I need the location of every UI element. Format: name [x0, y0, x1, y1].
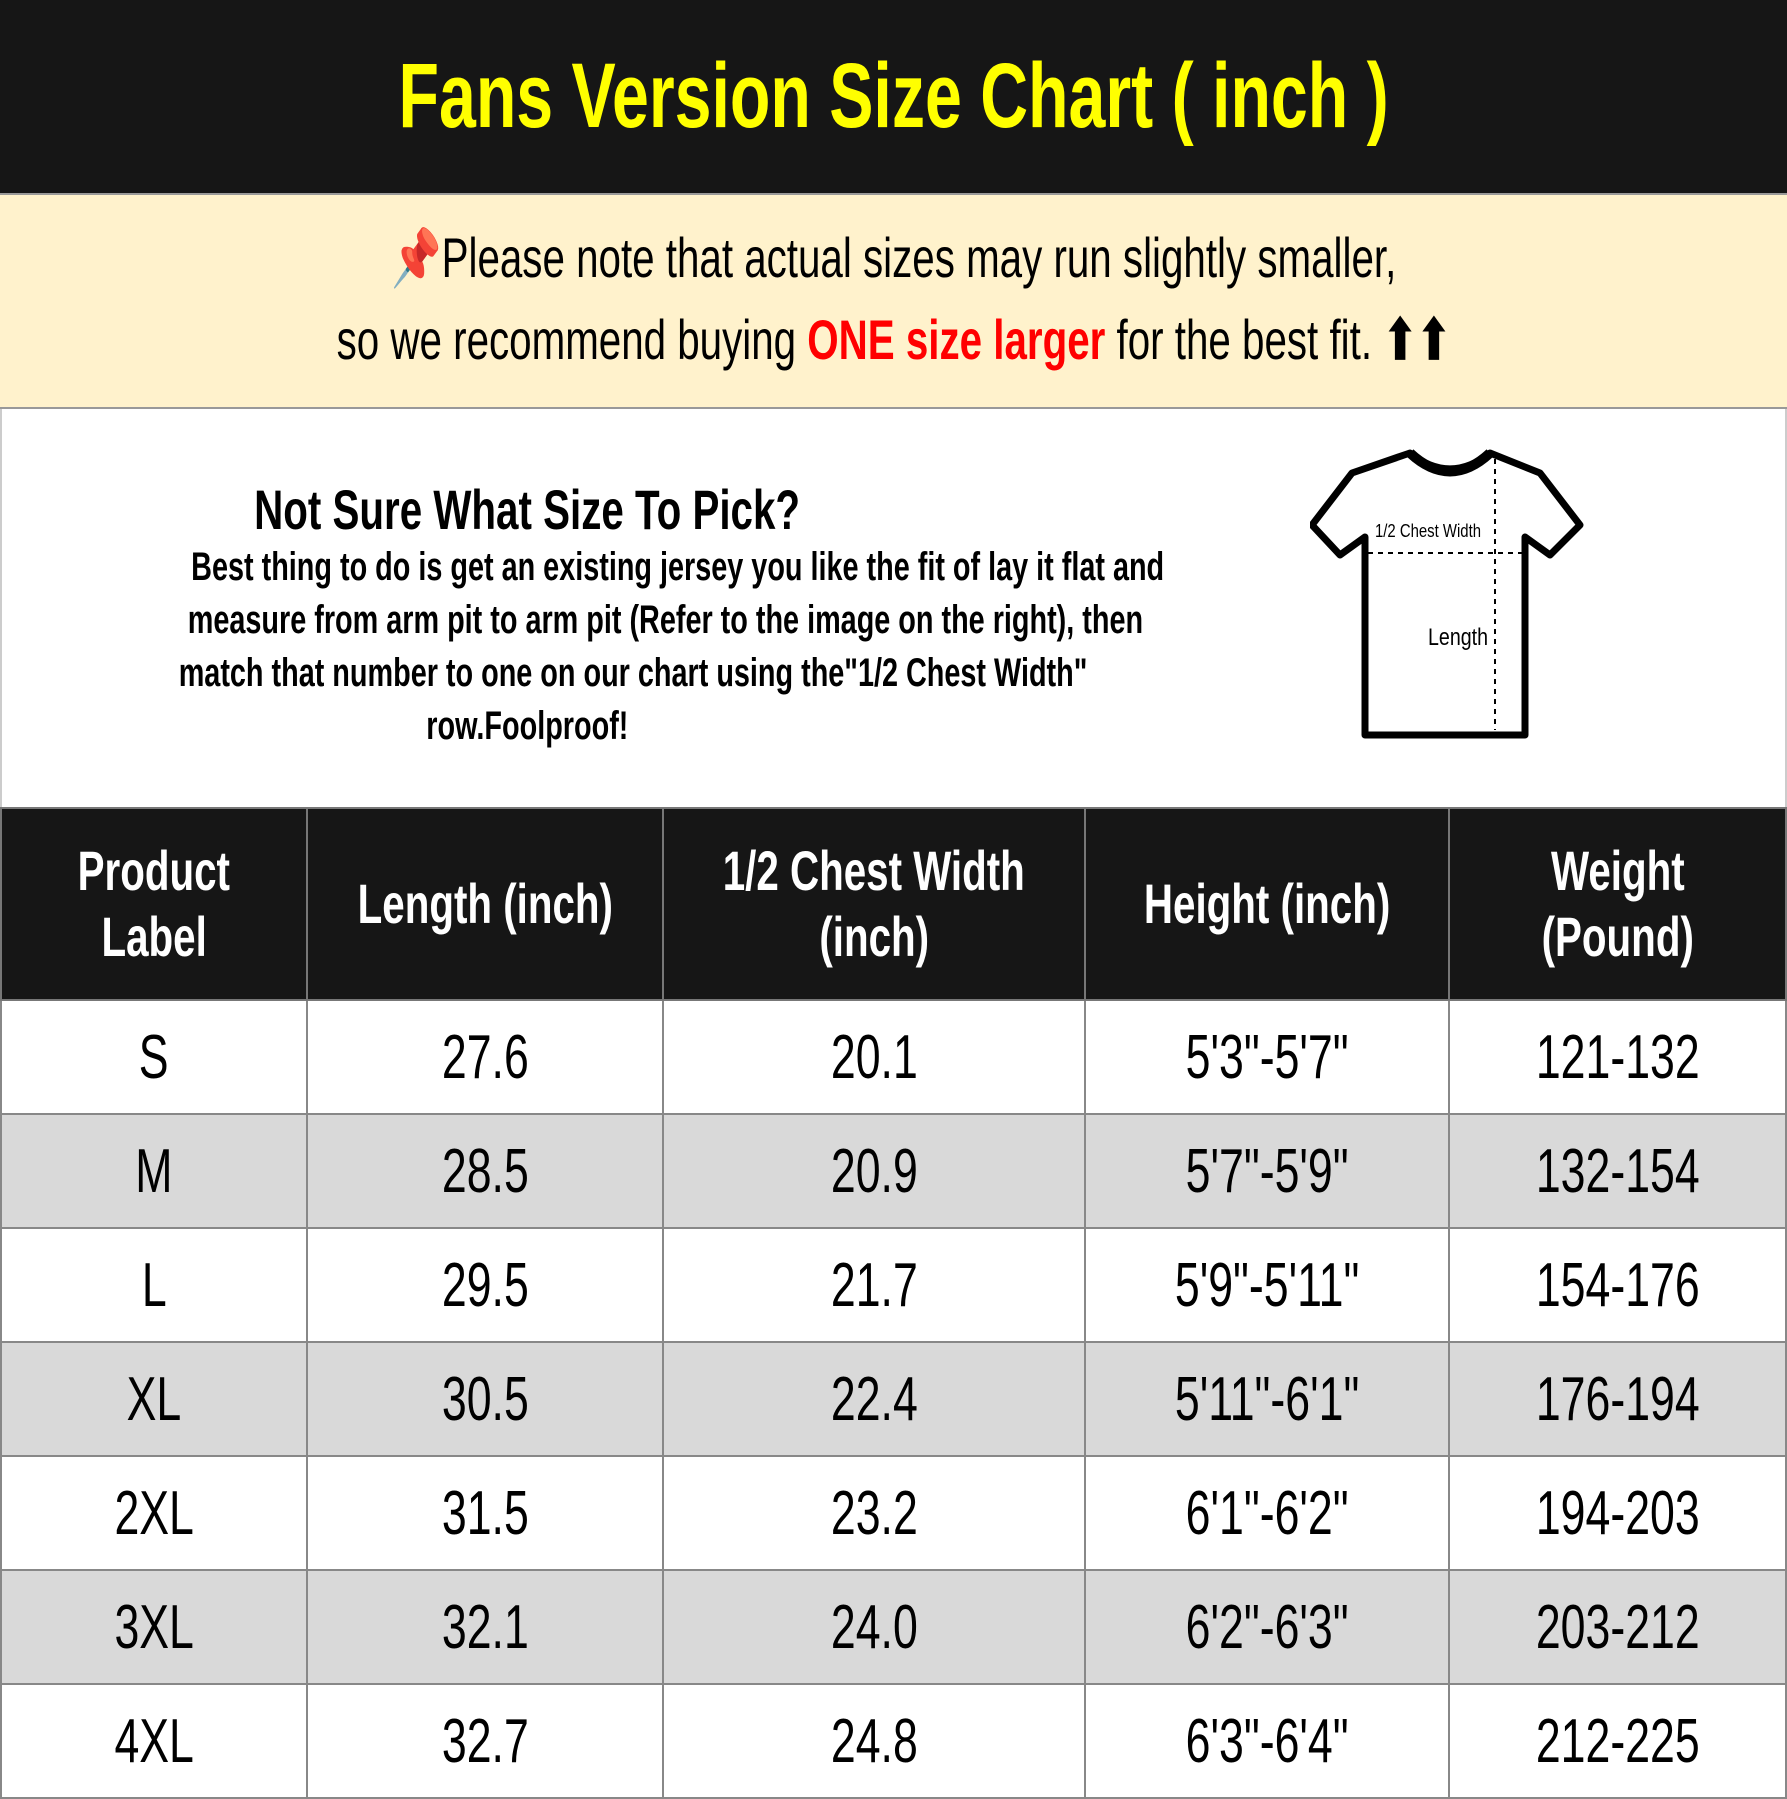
table-row: S 27.6 20.1 5'3"-5'7" 121-132: [0, 999, 1787, 1115]
tshirt-diagram: 1/2 Chest Width Length: [1310, 449, 1584, 739]
column-header: 1/2 Chest Width (inch): [662, 807, 1086, 1001]
size-table: Product Label Length (inch) 1/2 Chest Width…: [0, 807, 1787, 1799]
table-cell: 6'1"-6'2": [1083, 1455, 1450, 1571]
table-cell: 6'2"-6'3": [1083, 1569, 1450, 1685]
pushpin-icon: 📌: [391, 226, 442, 289]
size-help: Not Sure What Size To Pick? Best thing t…: [0, 409, 1787, 807]
table-cell: 32.1: [305, 1569, 665, 1685]
table-cell: 23.2: [662, 1455, 1086, 1571]
column-header: Height (inch): [1083, 807, 1450, 1001]
table-cell: 2XL: [0, 1455, 308, 1571]
table-cell: 24.0: [662, 1569, 1086, 1685]
table-cell: 212-225: [1447, 1683, 1787, 1799]
table-cell: 5'9"-5'11": [1083, 1227, 1450, 1343]
table-cell: 21.7: [662, 1227, 1086, 1343]
column-header: Length (inch): [305, 807, 665, 1001]
table-row: M 28.5 20.9 5'7"-5'9" 132-154: [0, 1113, 1787, 1229]
column-header: Product Label: [0, 807, 308, 1001]
up-arrows-icon: ⬆⬆: [1383, 308, 1451, 371]
table-cell: 31.5: [305, 1455, 665, 1571]
table-cell: 30.5: [305, 1341, 665, 1457]
note-line2-post: for the best fit.: [1105, 308, 1372, 371]
table-cell: S: [0, 999, 308, 1115]
table-cell: 132-154: [1447, 1113, 1787, 1229]
page-title: Fans Version Size Chart ( inch ): [0, 0, 1787, 193]
table-cell: L: [0, 1227, 308, 1343]
table-row: 4XL 32.7 24.8 6'3"-6'4" 212-225: [0, 1683, 1787, 1799]
table-cell: 6'3"-6'4": [1083, 1683, 1450, 1799]
table-cell: 27.6: [305, 999, 665, 1115]
table-cell: 24.8: [662, 1683, 1086, 1799]
table-cell: 203-212: [1447, 1569, 1787, 1685]
table-cell: 194-203: [1447, 1455, 1787, 1571]
column-header: Weight (Pound): [1447, 807, 1787, 1001]
table-cell: XL: [0, 1341, 308, 1457]
table-row: 3XL 32.1 24.0 6'2"-6'3" 203-212: [0, 1569, 1787, 1685]
table-cell: 29.5: [305, 1227, 665, 1343]
sizing-note: 📌Please note that actual sizes may run s…: [0, 193, 1787, 409]
table-cell: 5'11"-6'1": [1083, 1341, 1450, 1457]
table-cell: 176-194: [1447, 1341, 1787, 1457]
table-row: 2XL 31.5 23.2 6'1"-6'2" 194-203: [0, 1455, 1787, 1571]
table-cell: 20.1: [662, 999, 1086, 1115]
table-cell: 3XL: [0, 1569, 308, 1685]
table-row: L 29.5 21.7 5'9"-5'11" 154-176: [0, 1227, 1787, 1343]
table-cell: 4XL: [0, 1683, 308, 1799]
table-row: XL 30.5 22.4 5'11"-6'1" 176-194: [0, 1341, 1787, 1457]
note-line2-pre: so we recommend buying: [336, 308, 808, 371]
table-cell: 32.7: [305, 1683, 665, 1799]
note-line1: Please note that actual sizes may run sl…: [441, 226, 1396, 289]
length-label: Length: [1428, 624, 1488, 651]
chest-width-label: 1/2 Chest Width: [1375, 521, 1481, 541]
table-cell: 154-176: [1447, 1227, 1787, 1343]
table-cell: 121-132: [1447, 999, 1787, 1115]
help-text: Best thing to do is get an existing jers…: [178, 545, 1165, 748]
note-highlight: ONE size larger: [807, 308, 1106, 371]
table-cell: 28.5: [305, 1113, 665, 1229]
table-cell: 20.9: [662, 1113, 1086, 1229]
table-cell: 5'3"-5'7": [1083, 999, 1450, 1115]
table-cell: 22.4: [662, 1341, 1086, 1457]
table-cell: M: [0, 1113, 308, 1229]
help-heading: Not Sure What Size To Pick?: [254, 478, 800, 541]
table-cell: 5'7"-5'9": [1083, 1113, 1450, 1229]
